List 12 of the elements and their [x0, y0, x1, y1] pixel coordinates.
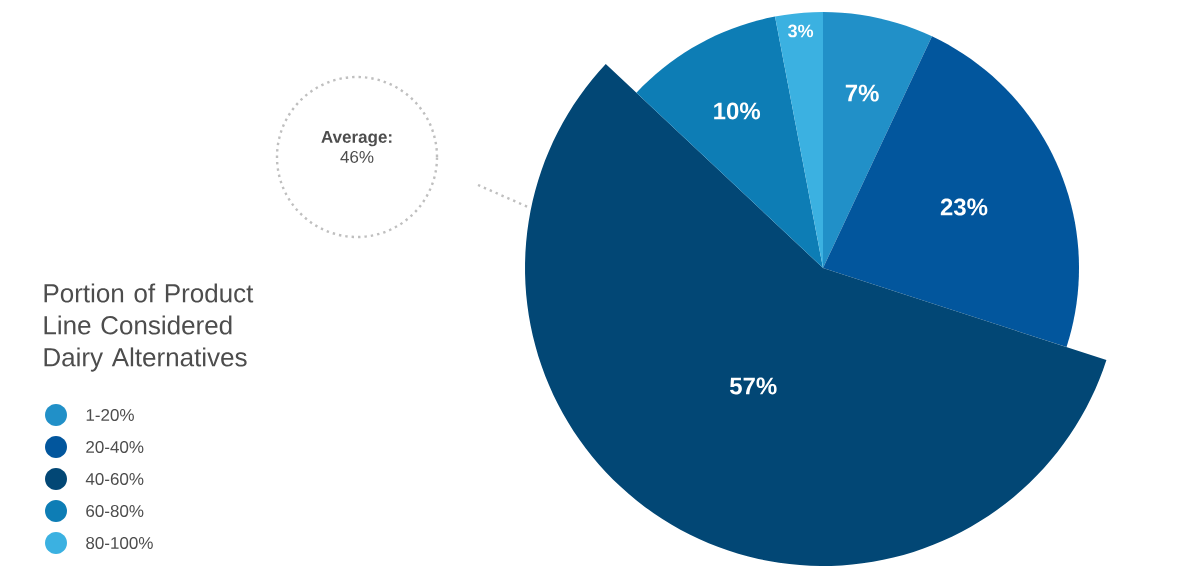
- legend-label: 40-60%: [85, 472, 144, 486]
- data-label: 57%: [729, 377, 777, 395]
- data-label: 23%: [940, 198, 988, 216]
- text: Average: 46%: [321, 131, 392, 163]
- legend-title: Portion of Product Line Considered Dairy Alternatives: [44, 283, 254, 372]
- data-label: 10%: [714, 102, 761, 120]
- legend-label: 1-20%: [86, 408, 134, 422]
- data-label: 7%: [845, 84, 879, 102]
- legend-label: 60-80%: [86, 504, 144, 518]
- legend-label: 80-100%: [86, 536, 153, 550]
- data-label: 3%: [788, 24, 814, 38]
- legend-label: 20-40%: [86, 440, 144, 454]
